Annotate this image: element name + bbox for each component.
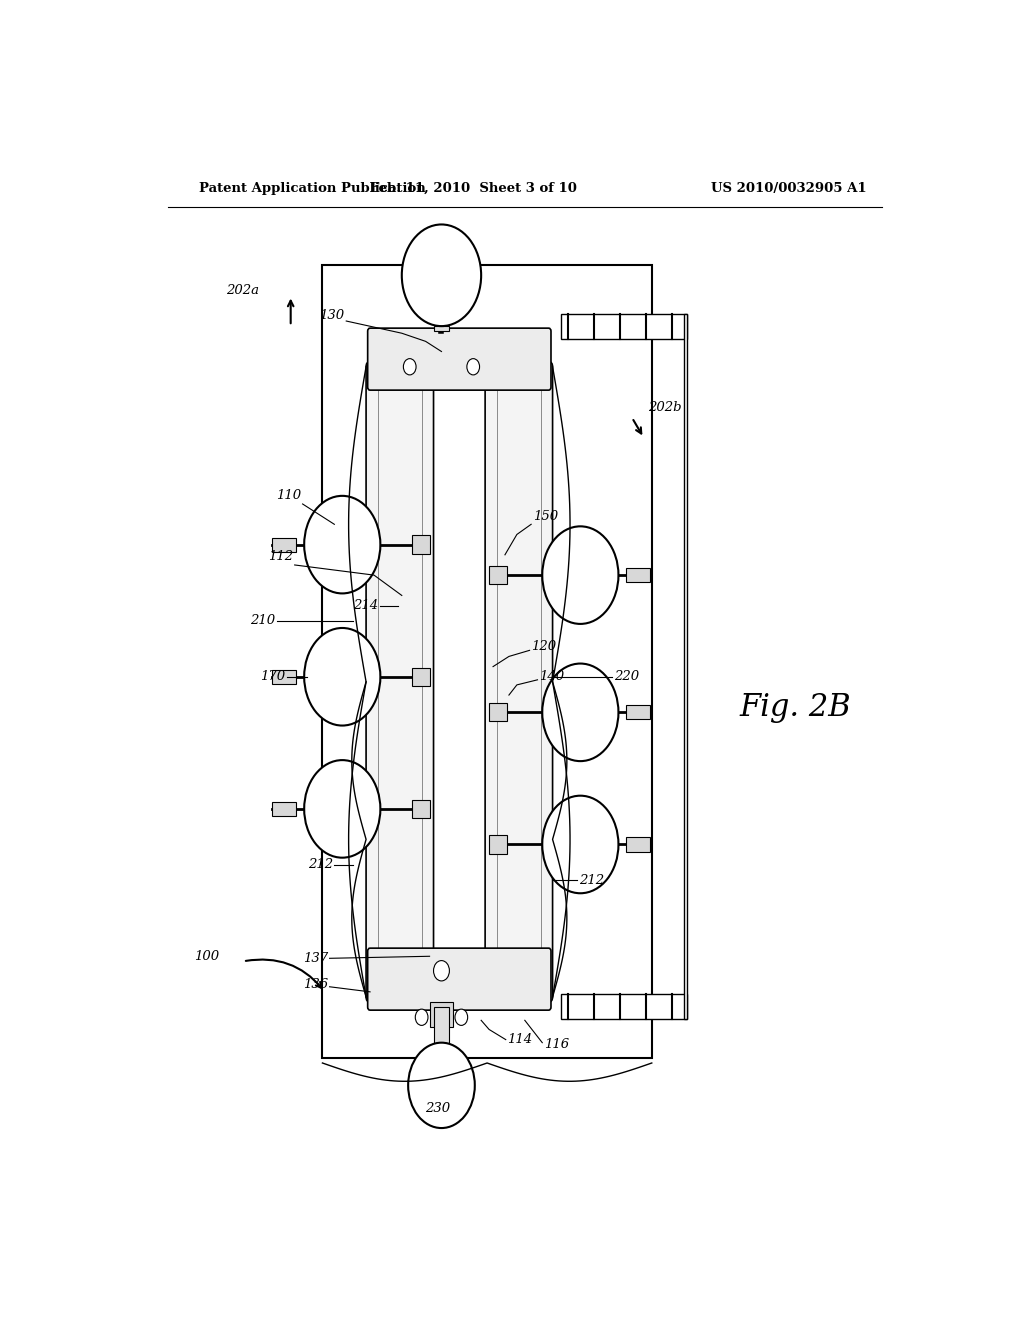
Text: 100: 100: [195, 950, 219, 962]
Circle shape: [304, 496, 380, 594]
Bar: [412, 800, 430, 818]
Bar: [412, 668, 430, 686]
Text: 137: 137: [303, 952, 328, 965]
Text: Patent Application Publication: Patent Application Publication: [200, 182, 426, 195]
Text: US 2010/0032905 A1: US 2010/0032905 A1: [712, 182, 867, 195]
Text: 116: 116: [544, 1039, 569, 1051]
Text: 214: 214: [353, 599, 378, 612]
Text: 136: 136: [303, 978, 328, 991]
Circle shape: [543, 664, 618, 762]
Text: 130: 130: [318, 309, 344, 322]
Bar: [489, 704, 507, 722]
Text: 210: 210: [251, 614, 275, 627]
FancyBboxPatch shape: [367, 362, 433, 1002]
Bar: [489, 836, 507, 854]
Bar: [489, 566, 507, 585]
Text: 110: 110: [275, 490, 301, 503]
Text: 112: 112: [268, 550, 293, 564]
Text: 220: 220: [613, 671, 639, 684]
Bar: [627, 837, 650, 851]
FancyBboxPatch shape: [368, 329, 551, 391]
Bar: [627, 705, 650, 719]
Circle shape: [304, 628, 380, 726]
Circle shape: [409, 1043, 475, 1129]
Bar: [323, 265, 651, 1057]
Bar: [272, 537, 296, 552]
Bar: [684, 314, 687, 1019]
Text: 230: 230: [425, 1102, 451, 1115]
FancyBboxPatch shape: [368, 948, 551, 1010]
Circle shape: [543, 796, 618, 894]
Circle shape: [401, 224, 481, 326]
Bar: [433, 326, 450, 331]
Bar: [412, 536, 430, 554]
Text: 120: 120: [531, 640, 556, 653]
Bar: [430, 1002, 454, 1027]
Text: 114: 114: [507, 1034, 532, 1047]
Circle shape: [433, 961, 450, 981]
Bar: [560, 314, 687, 339]
Text: Fig. 2B: Fig. 2B: [739, 692, 851, 723]
Circle shape: [403, 359, 416, 375]
Text: 150: 150: [532, 510, 558, 523]
FancyBboxPatch shape: [485, 362, 553, 1002]
Circle shape: [543, 527, 618, 624]
Bar: [272, 801, 296, 816]
Circle shape: [455, 1008, 468, 1026]
Bar: [560, 994, 687, 1019]
Bar: [433, 1007, 450, 1043]
Bar: [272, 669, 296, 684]
Text: 212: 212: [307, 858, 333, 871]
Text: 140: 140: [539, 671, 564, 684]
Text: 212: 212: [579, 874, 604, 887]
Bar: [627, 568, 650, 582]
Circle shape: [467, 359, 479, 375]
Circle shape: [304, 760, 380, 858]
Text: Feb. 11, 2010  Sheet 3 of 10: Feb. 11, 2010 Sheet 3 of 10: [370, 182, 577, 195]
Circle shape: [416, 1008, 428, 1026]
Text: 202a: 202a: [226, 284, 259, 297]
Text: 202b: 202b: [648, 401, 681, 414]
Text: 170: 170: [260, 671, 285, 684]
